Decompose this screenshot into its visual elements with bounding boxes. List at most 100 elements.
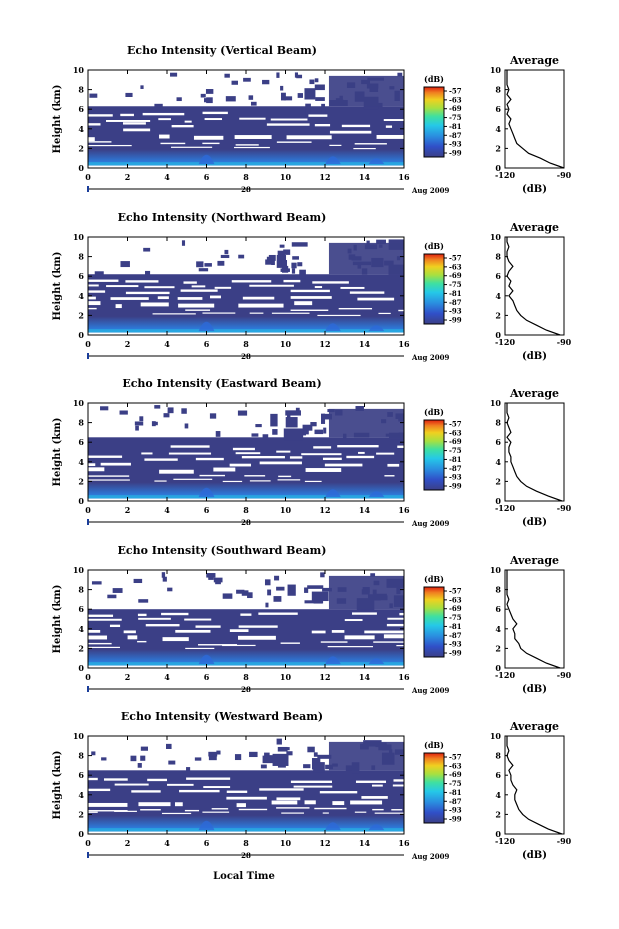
echo-cell bbox=[208, 751, 218, 757]
gap-cell bbox=[340, 286, 365, 289]
average-y-tick-label: 10 bbox=[490, 398, 502, 408]
average-y-tick-label: 6 bbox=[495, 604, 501, 614]
echo-cell bbox=[292, 256, 299, 260]
echo-cell bbox=[291, 262, 297, 269]
gap-cell bbox=[226, 796, 267, 800]
gap-cell bbox=[131, 790, 161, 793]
gap-cell bbox=[358, 451, 365, 454]
echo-cell bbox=[314, 84, 325, 91]
echo-cell bbox=[186, 767, 191, 771]
heatmap bbox=[88, 736, 404, 834]
colorbar-tick-label: -75 bbox=[449, 280, 462, 289]
colorbar-tick-label: -63 bbox=[449, 262, 462, 271]
colorbar-unit: (dB) bbox=[424, 740, 444, 750]
average-title: Average bbox=[509, 554, 559, 567]
gap-cell bbox=[171, 146, 213, 148]
surface-echo bbox=[88, 828, 404, 832]
colorbar-tick-label: -81 bbox=[449, 455, 462, 464]
date-day-label: 28 bbox=[241, 352, 251, 361]
echo-plume bbox=[198, 154, 215, 165]
echo-cell bbox=[153, 421, 158, 426]
gap-cell bbox=[270, 118, 308, 121]
x-tick-label: 14 bbox=[359, 339, 371, 349]
echo-cell bbox=[273, 596, 282, 602]
gap-cell bbox=[179, 789, 220, 793]
gap-cell bbox=[399, 612, 404, 616]
gap-cell bbox=[235, 452, 261, 455]
gap-cell bbox=[392, 784, 404, 787]
average-y-tick-label: 0 bbox=[495, 330, 501, 340]
gap-cell bbox=[138, 802, 171, 807]
gap-cell bbox=[276, 141, 312, 143]
average-profile-line bbox=[506, 70, 565, 169]
echo-cell bbox=[397, 72, 403, 77]
echo-cell bbox=[301, 429, 309, 435]
gap-cell bbox=[391, 809, 403, 811]
panel-1: Echo Intensity (Vertical Beam) 0 2 4 6 8 10 0 2 4… bbox=[52, 44, 572, 195]
gap-cell bbox=[241, 455, 285, 459]
colorbar-tick-label: -57 bbox=[449, 87, 462, 96]
colorbar-tick-label: -63 bbox=[449, 95, 462, 104]
gap-cell bbox=[239, 117, 266, 120]
average-x-tick-label: -90 bbox=[557, 670, 572, 680]
echo-cell bbox=[311, 591, 329, 602]
y-axis-label: Height (km) bbox=[52, 418, 63, 487]
gap-cell bbox=[378, 312, 391, 315]
echo-cell bbox=[215, 431, 221, 437]
gap-cell bbox=[159, 469, 194, 474]
panel-5: Echo Intensity (Westward Beam) 0 2 4 6 8 10 0 2 4… bbox=[52, 710, 572, 861]
gap-cell bbox=[249, 284, 294, 287]
average-y-tick-label: 4 bbox=[495, 124, 501, 134]
echo-cell bbox=[217, 260, 225, 266]
gap-cell bbox=[174, 802, 183, 807]
y-tick-label: 8 bbox=[78, 418, 84, 428]
echo-cell bbox=[208, 755, 217, 761]
colorbar-tick-label: -57 bbox=[449, 753, 462, 762]
echo-cell bbox=[170, 72, 178, 77]
y-tick-label: 6 bbox=[78, 770, 84, 780]
gap-cell bbox=[88, 614, 114, 617]
y-tick-label: 0 bbox=[78, 330, 84, 340]
echo-cell bbox=[280, 85, 284, 91]
gap-cell bbox=[314, 123, 331, 127]
gap-cell bbox=[100, 462, 131, 466]
echo-cell bbox=[313, 752, 318, 757]
echo-cell bbox=[112, 588, 123, 593]
gap-cell bbox=[338, 307, 373, 310]
echo-cell bbox=[250, 101, 257, 106]
echo-cell bbox=[314, 429, 324, 435]
x-tick-label: 10 bbox=[280, 672, 292, 682]
echo-cell bbox=[280, 92, 286, 101]
echo-cell bbox=[270, 413, 278, 427]
colorbar-tick-label: -87 bbox=[449, 464, 462, 473]
echo-plume bbox=[325, 656, 341, 665]
echo-cell bbox=[247, 592, 253, 599]
echo-cell bbox=[165, 743, 172, 749]
gap-cell bbox=[350, 800, 383, 805]
echo-cell bbox=[317, 754, 332, 759]
gap-cell bbox=[144, 458, 178, 461]
gap-cell bbox=[398, 309, 404, 312]
gap-cell bbox=[88, 642, 112, 645]
average-x-label: (dB) bbox=[522, 850, 547, 861]
y-tick-label: 6 bbox=[78, 104, 84, 114]
gap-cell bbox=[376, 452, 395, 455]
echo-cell bbox=[140, 746, 148, 751]
x-tick-label: 4 bbox=[164, 505, 170, 515]
gap-cell bbox=[191, 285, 206, 288]
average-frame bbox=[504, 69, 565, 169]
echo-cell bbox=[137, 763, 142, 768]
echo-cell bbox=[328, 575, 404, 610]
gap-cell bbox=[88, 777, 98, 781]
y-tick-label: 2 bbox=[78, 809, 84, 819]
average-y-tick-label: 6 bbox=[495, 437, 501, 447]
gap-cell bbox=[167, 783, 194, 786]
gap-cell bbox=[353, 148, 376, 150]
x-tick-label: 6 bbox=[204, 505, 210, 515]
gap-cell bbox=[346, 455, 375, 459]
y-tick-label: 8 bbox=[78, 252, 84, 262]
average-y-tick-label: 8 bbox=[495, 252, 501, 262]
colorbar-tick-label: -93 bbox=[449, 473, 462, 482]
echo-cell bbox=[281, 260, 288, 267]
gap-cell bbox=[88, 479, 130, 481]
